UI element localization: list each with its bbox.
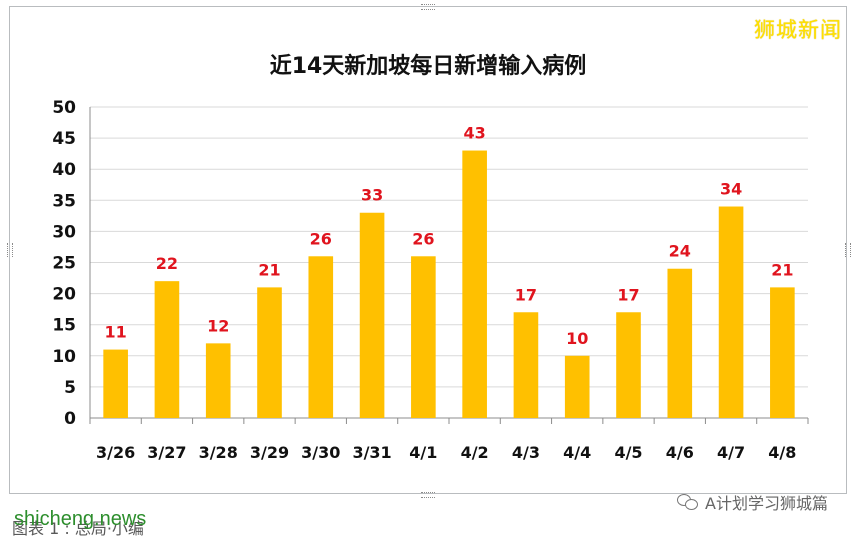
y-tick-label: 10 <box>52 347 76 367</box>
y-tick-label: 5 <box>64 378 76 398</box>
watermark-logo: 狮城新闻 <box>754 18 842 42</box>
y-tick-label: 45 <box>52 129 76 149</box>
data-label: 33 <box>361 186 383 205</box>
bar <box>257 287 282 418</box>
x-tick-label: 4/5 <box>614 443 642 462</box>
y-tick-label: 30 <box>52 222 76 242</box>
bar <box>564 355 590 418</box>
data-label: 26 <box>310 229 332 248</box>
x-tick-label: 3/31 <box>352 443 391 462</box>
site-watermark: shicheng.news <box>14 508 147 530</box>
bar <box>513 312 539 418</box>
bar <box>616 312 641 418</box>
x-tick-label: 4/1 <box>409 443 437 462</box>
x-tick-label: 4/4 <box>563 443 591 462</box>
y-tick-label: 0 <box>64 409 76 429</box>
y-tick-label: 50 <box>52 98 76 118</box>
bar <box>667 268 693 418</box>
data-label: 26 <box>412 229 434 248</box>
x-tick-label: 3/28 <box>199 443 238 462</box>
data-label: 11 <box>105 323 127 342</box>
y-tick-label: 35 <box>52 191 76 211</box>
data-label: 12 <box>207 316 229 335</box>
data-label: 24 <box>669 242 691 261</box>
data-label: 21 <box>258 260 280 279</box>
wechat-icon <box>677 494 699 510</box>
bar <box>770 287 795 418</box>
y-tick-label: 20 <box>52 285 76 305</box>
data-label: 10 <box>566 329 588 348</box>
data-label: 21 <box>771 260 793 279</box>
x-tick-label: 4/2 <box>461 443 489 462</box>
x-tick-label: 3/29 <box>250 443 289 462</box>
account-watermark: A计划学习狮城篇 <box>677 490 828 514</box>
y-tick-label: 15 <box>52 316 76 336</box>
bar <box>359 212 385 418</box>
bar <box>411 256 436 418</box>
chart-title: 近14天新加坡每日新增输入病例 <box>269 54 587 79</box>
x-tick-label: 3/27 <box>147 443 186 462</box>
bottom-resize-handle[interactable] <box>421 492 435 498</box>
bar <box>718 206 744 418</box>
data-label: 17 <box>617 285 639 304</box>
top-resize-handle[interactable] <box>421 4 435 10</box>
x-tick-label: 3/30 <box>301 443 340 462</box>
bar <box>205 343 231 418</box>
y-tick-label: 25 <box>52 254 76 274</box>
data-label: 22 <box>156 254 178 273</box>
y-tick-label: 40 <box>52 160 76 180</box>
figure-caption: 图表 1 : 总局·小编 <box>12 519 144 538</box>
x-tick-label: 3/26 <box>96 443 135 462</box>
data-label: 17 <box>515 285 537 304</box>
x-tick-label: 4/8 <box>768 443 796 462</box>
right-resize-handle[interactable] <box>845 243 851 257</box>
data-label: 43 <box>464 124 486 143</box>
bar <box>462 150 487 419</box>
data-label: 34 <box>720 180 742 199</box>
x-tick-label: 4/3 <box>512 443 540 462</box>
account-name: A计划学习狮城篇 <box>705 494 828 513</box>
bar <box>308 256 334 418</box>
x-tick-label: 4/7 <box>717 443 745 462</box>
left-resize-handle[interactable] <box>7 243 13 257</box>
bar <box>103 349 128 418</box>
bar <box>154 281 180 418</box>
x-tick-label: 4/6 <box>666 443 694 462</box>
